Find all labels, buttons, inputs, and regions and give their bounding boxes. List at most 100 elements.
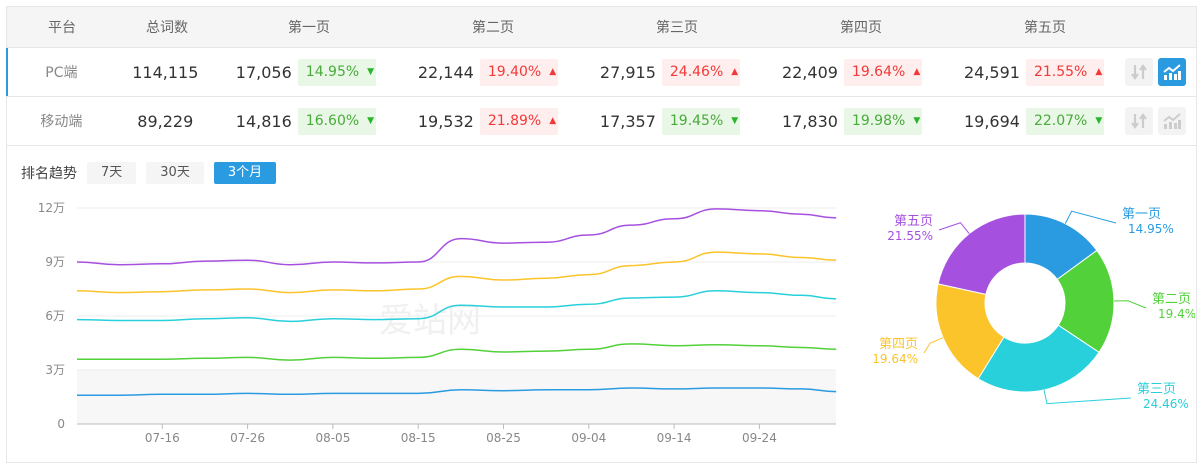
page-cell: 17,056 14.95% ▼ [215, 58, 397, 86]
arrow-down-icon: ▼ [913, 115, 921, 126]
page-count: 17,357 [599, 111, 656, 131]
page-count: 27,915 [599, 62, 656, 82]
pct-badge: 21.89% ▲ [479, 107, 558, 135]
chart-trend-icon[interactable] [1158, 107, 1186, 135]
pct-badge: 21.55% ▲ [1025, 58, 1104, 86]
platform-name: 移动端 [40, 114, 83, 130]
pct-badge: 19.45% ▼ [661, 107, 740, 135]
pie-slice [977, 324, 1100, 393]
pie-pct: 21.55% [887, 229, 933, 243]
y-tick-label: 0 [57, 417, 65, 431]
sort-icon[interactable] [1125, 58, 1153, 86]
pct-value: 19.40% [487, 63, 542, 80]
arrow-up-icon: ▲ [1095, 66, 1103, 77]
pie-pct: 19.4% [1158, 307, 1195, 321]
pct-value: 22.07% [1033, 112, 1088, 129]
page-cell: 14,816 16.60% ▼ [215, 107, 397, 135]
trend-label: 排名趋势 [21, 166, 77, 182]
x-tick-label: 09-04 [571, 431, 606, 445]
header-page3: 第三页 [656, 20, 698, 36]
arrow-down-icon: ▼ [731, 115, 739, 126]
pie-leader-line [923, 337, 944, 354]
page-count: 14,816 [235, 111, 292, 131]
page-count: 22,144 [417, 62, 474, 82]
page-count: 24,591 [963, 62, 1020, 82]
pct-value: 14.95% [305, 63, 360, 80]
pie-leader-line [1064, 210, 1117, 224]
page-cell: 24,591 21.55% ▲ [943, 58, 1125, 86]
page-cell: 19,532 21.89% ▲ [397, 107, 579, 135]
series-line-2 [77, 343, 837, 361]
pct-value: 19.45% [669, 112, 724, 129]
pie-leader-line [1113, 300, 1147, 309]
y-tick-label: 12万 [38, 201, 65, 215]
pct-badge: 19.64% ▲ [843, 58, 922, 86]
series-line-5 [76, 208, 837, 266]
table-row[interactable]: 移动端 89,229 14,816 16.60% ▼ 19,532 21.89% ▲ 17… [7, 97, 1196, 146]
page-count: 19,694 [963, 111, 1020, 131]
range-3m-button[interactable]: 3个月 [213, 162, 277, 184]
pie-leader-line [938, 222, 970, 234]
pct-badge: 22.07% ▼ [1025, 107, 1104, 135]
x-tick-label: 08-05 [315, 431, 350, 445]
sort-icon[interactable] [1125, 107, 1153, 135]
pct-value: 24.46% [669, 63, 724, 80]
header-page5: 第五页 [1024, 20, 1066, 36]
series-line-4 [76, 251, 837, 294]
page-cell: 19,694 22.07% ▼ [943, 107, 1125, 135]
shaded-band [77, 370, 836, 424]
pct-value: 21.55% [1033, 63, 1088, 80]
header-page4: 第四页 [840, 20, 882, 36]
pct-badge: 19.98% ▼ [843, 107, 922, 135]
page-count: 17,830 [781, 111, 838, 131]
arrow-down-icon: ▼ [1095, 115, 1103, 126]
range-7d-button[interactable]: 7天 [87, 162, 137, 184]
header-page2: 第二页 [472, 20, 514, 36]
header-total: 总词数 [146, 20, 188, 36]
y-tick-label: 6万 [45, 309, 65, 323]
table-header: 平台 总词数 第一页 第二页 第三页 第四页 第五页 [7, 7, 1196, 48]
arrow-up-icon: ▲ [549, 66, 557, 77]
watermark: 爱站网 [379, 301, 481, 341]
trend-panel: 排名趋势 7天 30天 3个月 [6, 146, 1197, 463]
arrow-up-icon: ▲ [913, 66, 921, 77]
x-tick-label: 07-26 [230, 431, 265, 445]
pie-pct: 14.95% [1128, 222, 1174, 236]
table-row[interactable]: PC端 114,115 17,056 14.95% ▼ 22,144 19.40% ▲ 2… [6, 48, 1196, 97]
arrow-up-icon: ▲ [549, 115, 557, 126]
trend-line-chart: 0 3万 6万 9万 12万 07-16 07-26 08-05 08-15 08-25 09-04… [38, 201, 837, 445]
pct-value: 19.98% [851, 112, 906, 129]
pct-value: 19.64% [851, 63, 906, 80]
pct-badge: 24.46% ▲ [661, 58, 740, 86]
pie-leader-line [1043, 389, 1132, 405]
page-cell: 22,409 19.64% ▲ [761, 58, 943, 86]
range-30d-button[interactable]: 30天 [146, 162, 204, 184]
page-cell: 27,915 24.46% ▲ [579, 58, 761, 86]
arrow-down-icon: ▼ [367, 66, 375, 77]
x-tick-label: 08-25 [486, 431, 521, 445]
x-tick-label: 09-14 [657, 431, 692, 445]
pct-badge: 14.95% ▼ [297, 58, 376, 86]
x-tick-label: 07-16 [145, 431, 180, 445]
pct-value: 21.89% [487, 112, 542, 129]
platform-name: PC端 [45, 65, 78, 81]
header-page1: 第一页 [288, 20, 330, 36]
page-cell: 17,830 19.98% ▼ [761, 107, 943, 135]
pie-pct: 19.64% [872, 352, 918, 366]
y-tick-label: 3万 [45, 363, 65, 377]
pie-label: 第二页 [1152, 292, 1191, 307]
page-cell: 22,144 19.40% ▲ [397, 58, 579, 86]
series-line-1 [77, 387, 837, 396]
pie-label: 第四页 [879, 337, 918, 352]
chart-trend-icon[interactable] [1158, 58, 1186, 86]
pie-slice [937, 213, 1026, 295]
pie-label: 第三页 [1137, 382, 1176, 397]
arrow-up-icon: ▲ [731, 66, 739, 77]
arrow-down-icon: ▼ [367, 115, 375, 126]
pie-pct: 24.46% [1143, 397, 1189, 411]
series-line-3 [76, 290, 837, 323]
page-count: 19,532 [417, 111, 474, 131]
header-platform: 平台 [48, 20, 76, 36]
pct-badge: 19.40% ▲ [479, 58, 558, 86]
